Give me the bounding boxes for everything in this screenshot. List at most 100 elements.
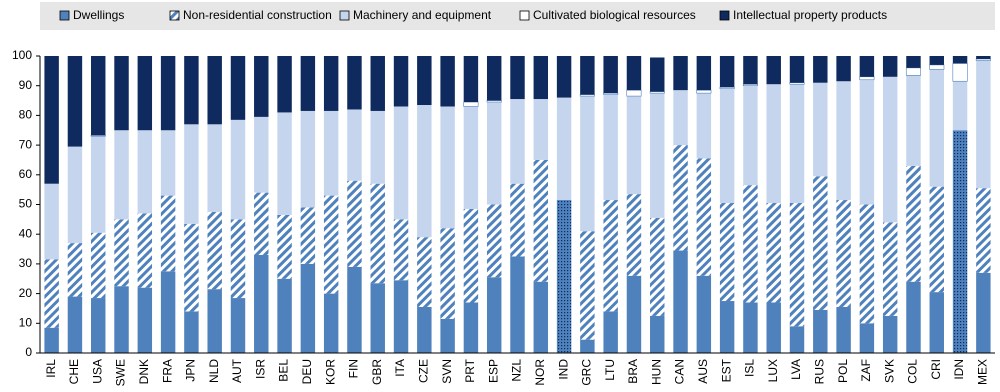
x-tick-label: PRT: [463, 358, 477, 382]
bar-segment: [813, 176, 828, 310]
bar-segment: [91, 136, 106, 233]
bar-segment: [743, 85, 758, 186]
bar-segment: [952, 63, 968, 82]
bar-segment: [137, 130, 153, 214]
x-tick-label: IDN: [952, 359, 966, 380]
bar-segment: [114, 286, 129, 353]
y-tick-label: 70: [19, 137, 33, 151]
x-tick-label: DNK: [137, 359, 151, 384]
bar-segment: [184, 311, 199, 353]
bar-segment: [859, 204, 875, 324]
bar-segment: [370, 110, 385, 184]
legend-swatch: [59, 10, 70, 21]
bar-segment: [929, 64, 945, 70]
bar-segment: [91, 298, 106, 353]
bar-segment: [533, 99, 549, 160]
bar-segment: [813, 309, 828, 353]
bar-segment: [254, 56, 269, 117]
bar-segment: [230, 119, 246, 220]
bar-segment: [160, 56, 176, 131]
bar-segment: [44, 259, 59, 328]
bar-segment: [580, 339, 595, 353]
legend-swatch: [339, 10, 350, 21]
bar-segment: [137, 56, 153, 131]
bar-segment: [719, 88, 735, 204]
bar-segment: [417, 306, 432, 353]
bar-segment: [277, 112, 292, 215]
bar-segment: [277, 278, 292, 353]
bar-segment: [836, 200, 851, 307]
x-tick-label: CZE: [417, 359, 431, 383]
bar-segment: [463, 302, 479, 353]
bar-segment: [510, 183, 525, 257]
legend-swatch: [519, 10, 530, 21]
bar-segment: [719, 301, 735, 353]
bar-segment: [254, 116, 269, 193]
bar-segment: [696, 158, 712, 276]
bar-segment: [906, 165, 921, 282]
bar-segment: [300, 56, 316, 111]
x-tick-label: AUS: [696, 359, 710, 384]
x-tick-label: NLD: [207, 359, 221, 383]
bar-segment: [207, 289, 222, 353]
bar-segment: [626, 56, 642, 91]
x-tick-label: ZAF: [859, 359, 873, 382]
legend-label: Non-residential construction: [183, 8, 332, 22]
bar-segment: [254, 254, 269, 353]
legend-label: Cultivated biological resources: [533, 8, 696, 22]
x-tick-label: NOR: [533, 359, 547, 386]
x-tick-label: USA: [90, 359, 104, 384]
bar-segment: [440, 56, 455, 107]
bar-segment: [67, 146, 83, 244]
bar-segment: [789, 203, 805, 327]
x-tick-label: IND: [556, 359, 570, 380]
bar-segment: [789, 326, 805, 353]
bar-segment: [300, 207, 316, 264]
y-tick-label: 80: [19, 108, 33, 122]
bar-segment: [580, 231, 595, 340]
x-tick-label: GBR: [370, 359, 384, 385]
bar-segment: [859, 323, 875, 353]
bar-segment: [67, 56, 83, 147]
bar-segment: [556, 56, 572, 98]
bar-segment: [114, 56, 129, 131]
bar-segment: [440, 228, 455, 319]
bar-segment: [347, 109, 362, 181]
y-tick-label: 60: [19, 167, 33, 181]
bar-segment: [649, 91, 665, 94]
bar-segment: [67, 243, 83, 297]
x-tick-label: FIN: [347, 359, 361, 378]
x-tick-label: MEX: [976, 359, 990, 385]
bar-segment: [673, 145, 688, 251]
bar-segment: [626, 89, 642, 97]
x-tick-label: ITA: [393, 359, 407, 377]
y-tick-label: 40: [19, 226, 33, 240]
bar-segment: [696, 89, 712, 94]
bar-segment: [906, 75, 921, 166]
bar-segment: [347, 56, 362, 110]
y-tick-label: 50: [19, 197, 33, 211]
bar-segment: [463, 56, 479, 103]
bar-segment: [742, 83, 758, 86]
bar-segment: [976, 272, 991, 353]
bar-segment: [137, 213, 153, 288]
bar-segment: [207, 211, 222, 290]
bar-segment: [603, 311, 618, 353]
bar-segment: [650, 93, 665, 218]
x-tick-label: RUS: [812, 359, 826, 384]
bar-segment: [417, 237, 432, 307]
bar-segment: [626, 275, 642, 353]
bar-segment: [417, 105, 432, 238]
bar-segment: [300, 110, 316, 208]
bar-segment: [486, 56, 502, 101]
bar-segment: [836, 306, 851, 353]
bar-segment: [580, 96, 595, 232]
bar-segment: [789, 56, 805, 83]
x-tick-label: DEU: [300, 359, 314, 384]
bar-segment: [859, 79, 875, 205]
bar-segment: [393, 219, 409, 281]
bar-segment: [929, 56, 944, 65]
legend-swatch: [169, 10, 180, 21]
bar-segment: [323, 293, 339, 353]
bar-segment: [813, 56, 828, 83]
